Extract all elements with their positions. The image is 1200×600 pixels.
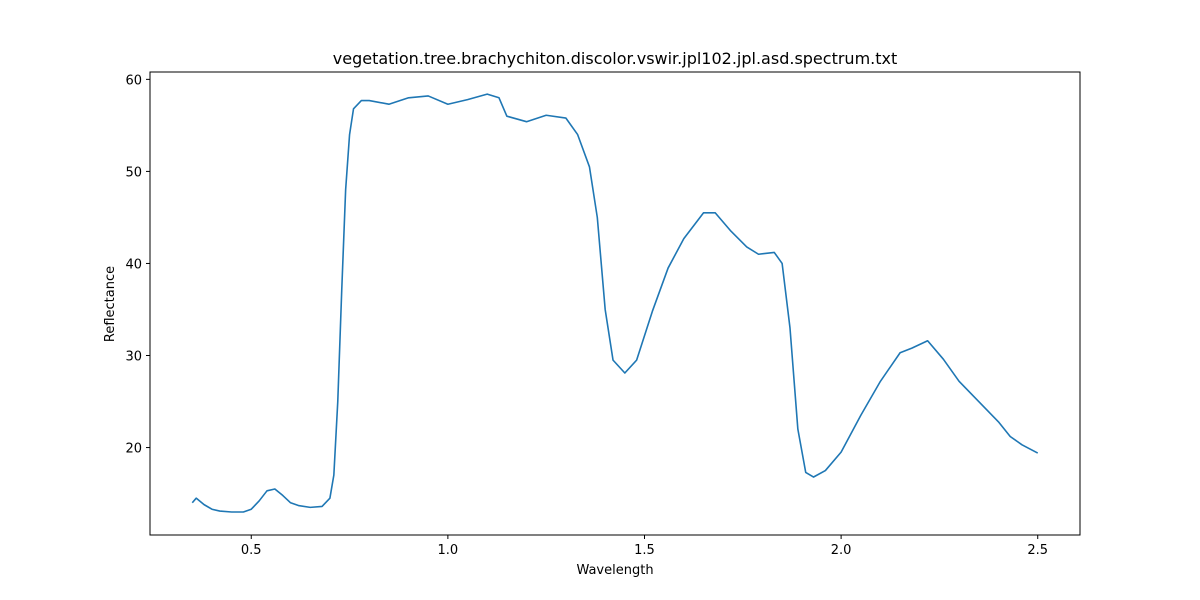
y-tick-label: 20 (125, 442, 142, 457)
x-axis-label: Wavelength (576, 563, 653, 578)
y-tick-label: 50 (125, 165, 142, 180)
y-axis-label: Reflectance (103, 266, 118, 342)
x-tick-label: 1.5 (634, 543, 655, 558)
x-tick-label: 1.0 (438, 543, 459, 558)
line-series (191, 93, 1039, 513)
x-tick-label: 0.5 (241, 543, 262, 558)
y-tick-label: 60 (125, 73, 142, 88)
x-tick-label: 2.0 (831, 543, 852, 558)
y-tick-label: 30 (125, 350, 142, 365)
chart-title: vegetation.tree.brachychiton.discolor.vs… (333, 49, 898, 68)
plot-frame (149, 71, 1081, 536)
x-tick-label: 2.5 (1027, 543, 1048, 558)
y-tick-label: 40 (125, 257, 142, 272)
